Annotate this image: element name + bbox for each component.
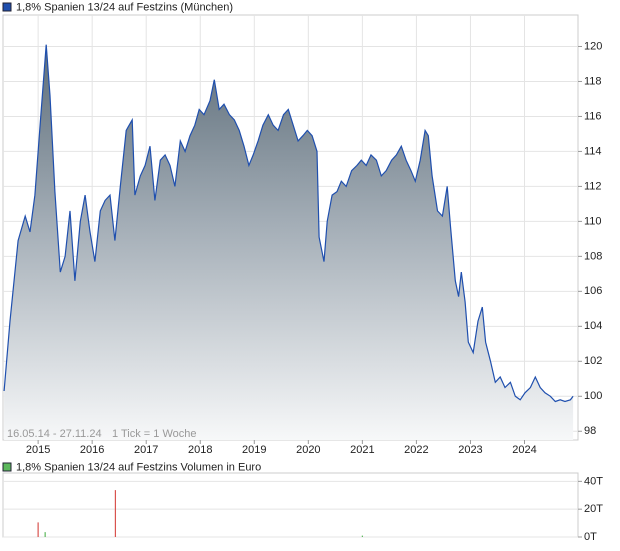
x-tick-label: 2015	[26, 444, 50, 456]
y-tick-label: 120	[584, 40, 602, 52]
volume-bar	[114, 490, 117, 537]
y-tick-label: 20T	[584, 503, 603, 515]
chart-title: 1,8% Spanien 13/24 auf Festzins (München…	[16, 1, 233, 13]
legend-swatch	[2, 462, 12, 472]
x-tick-label: 2024	[512, 444, 536, 456]
price-line	[3, 44, 574, 403]
y-tick-label: 118	[584, 75, 602, 87]
x-tick-label: 2021	[350, 444, 374, 456]
x-tick-label: 2016	[80, 444, 104, 456]
x-tick-label: 2018	[188, 444, 212, 456]
y-tick-label: 40T	[584, 475, 603, 487]
y-tick-label: 102	[584, 355, 602, 367]
volume-bar	[44, 532, 46, 537]
x-tick-label: 2022	[404, 444, 428, 456]
y-tick-label: 106	[584, 285, 602, 297]
y-tick-label: 100	[584, 390, 602, 402]
y-tick-label: 98	[584, 425, 596, 437]
chart-title: 1,8% Spanien 13/24 auf Festzins Volumen …	[16, 461, 261, 473]
y-tick-label: 114	[584, 145, 602, 157]
x-tick-label: 2023	[458, 444, 482, 456]
legend-swatch	[2, 2, 12, 12]
plot-frame	[2, 472, 579, 538]
x-tick-label: 2020	[296, 444, 320, 456]
y-tick-label: 112	[584, 180, 602, 192]
y-tick-label: 108	[584, 250, 602, 262]
x-tick-label: 2017	[134, 444, 158, 456]
y-tick-label: 104	[584, 320, 602, 332]
y-tick-label: 110	[584, 215, 602, 227]
tick-note: 1 Tick = 1 Woche	[112, 428, 196, 440]
volume-bar	[361, 535, 363, 537]
date-range: 16.05.14 - 27.11.24	[7, 428, 102, 440]
area-fill	[4, 44, 574, 440]
volume-bar	[37, 522, 39, 537]
y-tick-label: 116	[584, 110, 602, 122]
y-tick-label: 0T	[584, 531, 597, 543]
x-tick-label: 2019	[242, 444, 266, 456]
